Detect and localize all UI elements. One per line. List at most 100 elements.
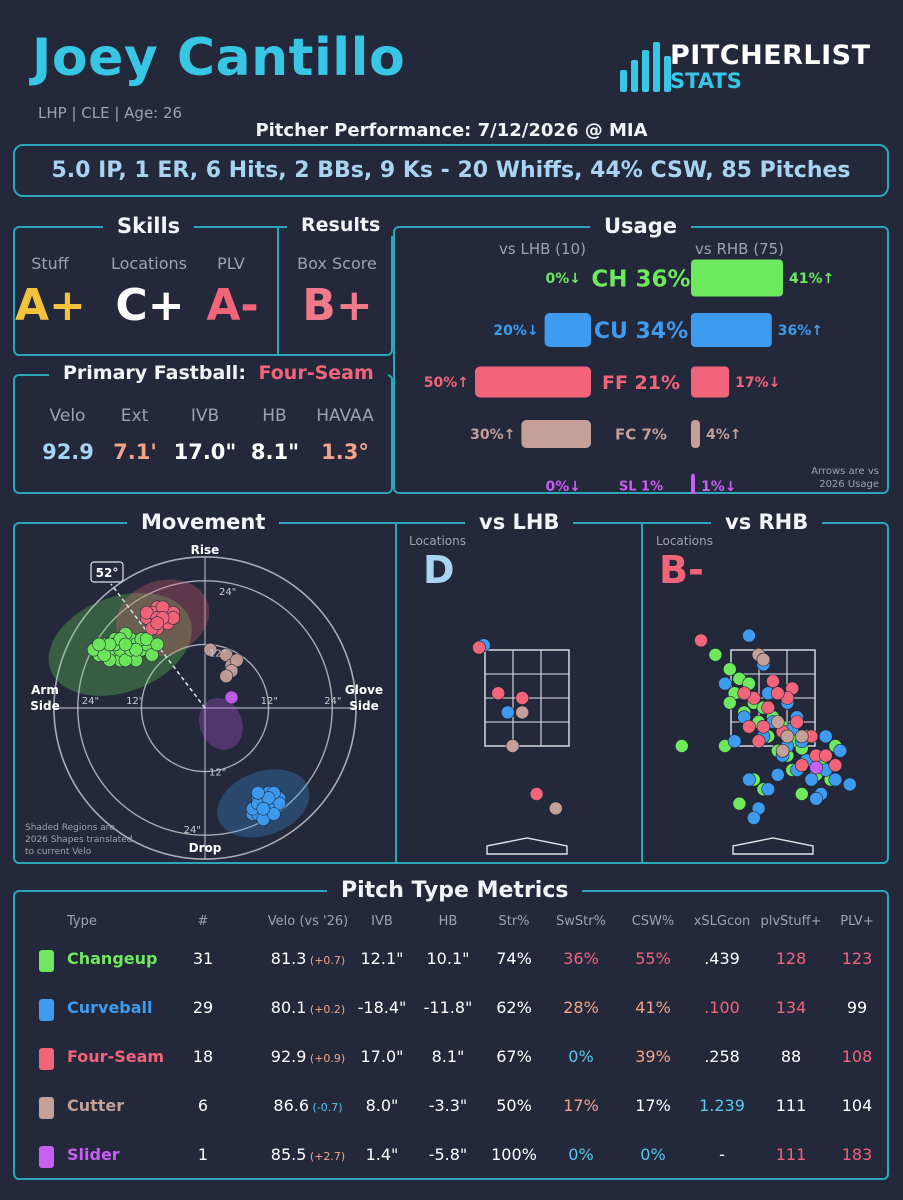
hb-label: HB <box>262 406 287 426</box>
movement-rise-label: Rise <box>191 543 220 557</box>
metrics-row-xslg: .258 <box>704 1047 740 1066</box>
usage-rhb-label: vs RHB (75) <box>695 240 785 258</box>
metrics-row-str: 67% <box>496 1047 532 1066</box>
metrics-row-str: 62% <box>496 998 532 1017</box>
metrics-row-plv: 99 <box>846 998 868 1017</box>
rhb-point-four-seam <box>737 686 751 700</box>
divider-2 <box>641 524 643 862</box>
velo-label: Velo <box>49 406 86 426</box>
metrics-row-swstr: 0% <box>568 1047 594 1066</box>
usage-bar-rhb-cu <box>691 313 772 347</box>
metrics-row-plv: 123 <box>841 949 873 968</box>
metrics-header-velo: Velo (vs '26) <box>267 914 349 929</box>
metrics-swatch-slider <box>39 1146 54 1168</box>
metrics-row-stuff: 128 <box>775 949 807 968</box>
rhb-location-chart <box>674 628 857 855</box>
usage-panel: Usage vs LHB (10) vs RHB (75) 0%↓ 41%↑ CH … <box>393 214 889 494</box>
movement-point-changeup <box>118 637 133 652</box>
metrics-row-velo-delta: (+0.2) <box>306 1003 346 1016</box>
arm-angle-label: 52° <box>96 566 119 580</box>
rhb-point-four-seam <box>742 720 756 734</box>
rhb-point-curveball <box>843 777 857 792</box>
metrics-row-velo-delta: (+2.7) <box>306 1150 346 1163</box>
vs-rhb-title: vs RHB <box>711 510 823 534</box>
usage-bar-rhb-ff <box>691 366 730 398</box>
ring-label-bottom-12: 12" <box>209 768 226 779</box>
movement-arm-label-2: Side <box>30 699 59 713</box>
movement-point-slider <box>224 690 239 705</box>
rhb-point-cutter <box>756 652 771 667</box>
metrics-row-velo-cell: 80.1 (+0.2) <box>253 998 363 1017</box>
metrics-swatch-changeup <box>39 950 54 972</box>
lhb-point-cutter <box>505 739 520 753</box>
ext-label: Ext <box>120 406 149 426</box>
lhb-point-four-seam <box>529 787 544 801</box>
movement-title: Movement <box>127 510 280 534</box>
metrics-header-plv: PLV+ <box>840 914 874 929</box>
usage-bar-rhb-fc <box>691 420 700 448</box>
rhb-point-curveball <box>771 768 785 782</box>
metrics-row-hb: -5.8" <box>428 1145 468 1164</box>
metrics-row-count: 6 <box>197 1096 209 1115</box>
rhb-point-curveball <box>804 772 819 787</box>
metrics-row-ivb: 17.0" <box>360 1047 404 1066</box>
rhb-point-four-seam <box>819 748 833 763</box>
metrics-row-type: Slider <box>67 1145 120 1164</box>
rhb-point-curveball <box>727 734 742 748</box>
metrics-row-velo: 80.1 <box>270 998 307 1017</box>
metrics-header-stuff: plvStuff+ <box>760 914 822 929</box>
movement-chart: 52° Rise Drop Arm Side Glove Side 24" 12" 12" 24" 2… <box>25 543 383 860</box>
logo: PITCHERLIST STATS <box>618 40 888 100</box>
vs-lhb-title: vs LHB <box>465 510 574 534</box>
locations-grade: C+ <box>115 280 185 331</box>
logo-text-bottom: STATS <box>670 69 742 93</box>
havaa-value: 1.3° <box>321 440 369 464</box>
metrics-row-velo: 81.3 <box>270 949 307 968</box>
metrics-row-ivb: -18.4" <box>357 998 407 1017</box>
lhb-point-curveball <box>501 705 515 720</box>
metrics-row-type: Cutter <box>67 1096 125 1115</box>
metrics-row-velo-delta: (+0.7) <box>306 954 346 967</box>
skills-title: Skills <box>103 214 195 238</box>
lhb-point-four-seam <box>515 691 529 705</box>
metrics-row-stuff: 88 <box>780 1047 802 1066</box>
movement-region-slider <box>199 697 243 750</box>
metrics-row-plv: 108 <box>841 1047 873 1066</box>
arm-angle-box <box>90 561 124 583</box>
box-score-label: Box Score <box>297 254 377 273</box>
metrics-row-hb: -11.8" <box>423 998 473 1017</box>
metrics-row-type: Changeup <box>67 949 158 968</box>
skills-divider <box>277 228 279 354</box>
metrics-row-csw: 39% <box>635 1047 671 1066</box>
rhb-point-four-seam <box>771 686 785 700</box>
metrics-swatch-curveball <box>39 999 54 1021</box>
usage-bar-lhb-cu <box>544 313 591 347</box>
usage-chart: 0%↓ 41%↑ CH 36% 20%↓ 36%↑ CU 34% 50%↑ 17%↓ FF 21… <box>424 259 834 494</box>
lhb-home-plate <box>486 837 568 855</box>
usage-lhb-value-ch: 0%↓ <box>546 271 582 287</box>
metrics-row-velo: 86.6 <box>273 1096 310 1115</box>
usage-total-cu: CU 34% <box>594 319 688 344</box>
usage-bar-rhb-sl <box>691 473 695 494</box>
ring-label-right-12: 12" <box>261 696 278 707</box>
rhb-point-cutter <box>795 729 809 744</box>
lhb-location-grade: D <box>423 548 455 592</box>
metrics-row-plv: 183 <box>841 1145 873 1164</box>
metrics-row-type: Curveball <box>67 998 153 1017</box>
metrics-swatch-cutter <box>39 1097 54 1119</box>
usage-total-sl: SL 1% <box>619 480 663 494</box>
summary-line: 5.0 IP, 1 ER, 6 Hits, 2 BBs, 9 Ks - 20 W… <box>51 158 851 183</box>
movement-point-curveball <box>256 801 271 816</box>
rhb-point-curveball <box>742 772 756 787</box>
fastball-panel: Primary Fastball: Four-Seam Velo Ext IVB… <box>13 362 393 494</box>
rhb-point-changeup <box>723 696 737 710</box>
usage-bar-rhb-ch <box>691 259 783 297</box>
movement-point-four-seam <box>150 616 165 630</box>
movement-glove-label-2: Side <box>349 699 378 713</box>
usage-total-ff: FF 21% <box>602 372 680 394</box>
usage-lhb-label: vs LHB (10) <box>499 240 586 258</box>
metrics-row-ivb: 12.1" <box>360 949 404 968</box>
usage-note-1: Arrows are vs <box>811 466 879 477</box>
metrics-row-csw: 41% <box>635 998 671 1017</box>
usage-lhb-value-fc: 30%↑ <box>470 427 515 443</box>
